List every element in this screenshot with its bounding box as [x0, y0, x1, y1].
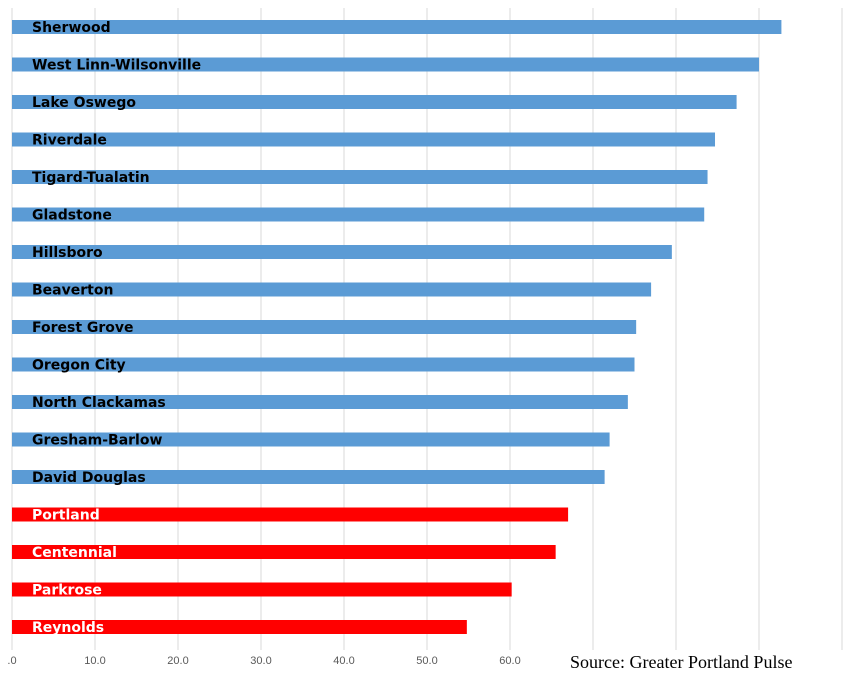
category-label: Gresham-Barlow [32, 433, 162, 449]
source-note: Source: Greater Portland Pulse [570, 652, 793, 672]
bar [12, 57, 759, 72]
x-tick-label: .0 [7, 655, 16, 667]
category-labels: Sherwood West Linn-Wilsonville Lake Oswego… [32, 20, 201, 636]
bar [12, 207, 705, 222]
x-tick-label: 60.0 [499, 655, 520, 667]
bar [12, 282, 652, 297]
x-tick-label: 50.0 [416, 655, 437, 667]
bar [12, 395, 628, 409]
category-label: North Clackamas [32, 395, 166, 411]
category-label: Parkrose [32, 583, 102, 599]
category-label: Centennial [32, 545, 117, 561]
category-label: Riverdale [32, 133, 107, 149]
x-tick-label: 20.0 [167, 655, 188, 667]
bar [12, 507, 569, 522]
category-label: West Linn-Wilsonville [32, 58, 201, 74]
category-label: Portland [32, 508, 100, 524]
category-label: Reynolds [32, 620, 104, 636]
category-label: Lake Oswego [32, 95, 136, 111]
bar [12, 320, 637, 334]
bar [12, 245, 672, 259]
bar [12, 582, 512, 597]
bar [12, 132, 716, 147]
bar [12, 95, 737, 109]
category-label: Beaverton [32, 283, 113, 299]
category-label: Oregon City [32, 358, 126, 374]
category-label: Hillsboro [32, 245, 103, 261]
bar [12, 470, 605, 484]
bar [12, 170, 708, 184]
x-axis-ticks: .0 10.0 20.0 30.0 40.0 50.0 60.0 [7, 655, 520, 667]
category-label: David Douglas [32, 470, 146, 486]
bar [12, 20, 782, 34]
category-label: Sherwood [32, 20, 111, 36]
bars [12, 20, 782, 634]
x-tick-label: 40.0 [333, 655, 354, 667]
bar [12, 432, 610, 447]
x-tick-label: 30.0 [250, 655, 271, 667]
category-label: Gladstone [32, 208, 112, 224]
x-tick-label: 10.0 [84, 655, 105, 667]
category-label: Tigard-Tualatin [32, 170, 150, 186]
category-label: Forest Grove [32, 320, 134, 336]
bar [12, 545, 556, 559]
bar [12, 620, 467, 634]
bar [12, 357, 635, 372]
